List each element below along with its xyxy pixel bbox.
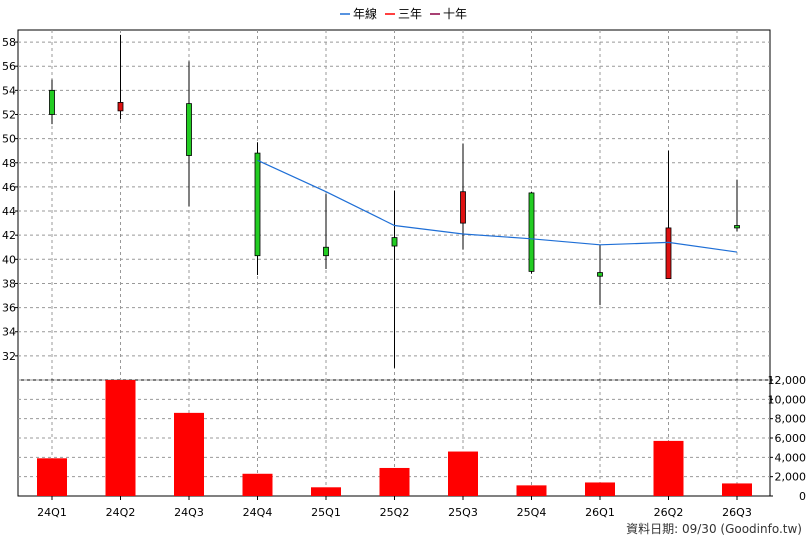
price-tick-label: 40 [2, 253, 16, 266]
x-tick-label: 24Q1 [37, 506, 67, 519]
candle-body [528, 192, 535, 272]
candle-body [49, 89, 55, 115]
price-tick-label: 52 [2, 108, 16, 121]
x-axis: 24Q1 24Q2 24Q3 24Q4 25Q1 25Q2 25Q3 25Q4 26Q1 26Q2… [37, 496, 752, 519]
year-line [257, 159, 738, 253]
legend-label-0: 年線 [353, 6, 377, 21]
price-tick-label: 50 [2, 133, 16, 146]
volume-tick-label: 2,000 [775, 471, 807, 484]
price-panel: 32 34 36 38 40 42 44 46 48 50 52 54 56 58 [2, 29, 771, 381]
x-tick-label: 26Q2 [654, 506, 684, 519]
volume-bar [311, 487, 341, 496]
volume-bar [585, 482, 615, 496]
price-tick-label: 46 [2, 181, 16, 194]
candle-body [117, 102, 124, 112]
chart-legend: 年線 三年 十年 [340, 6, 467, 21]
volume-tick-label: 4,000 [775, 451, 807, 464]
price-tick-label: 58 [2, 36, 16, 49]
price-tick-label: 56 [2, 60, 16, 73]
volume-bar [653, 440, 684, 496]
legend-label-1: 三年 [398, 7, 422, 21]
candle-body [391, 237, 398, 247]
volume-bar [722, 483, 752, 496]
x-tick-label: 26Q3 [722, 506, 752, 519]
x-tick-label: 24Q4 [243, 506, 273, 519]
volume-bar [242, 473, 273, 496]
footer-date: 資料日期: 09/30 (Goodinfo.tw) [626, 522, 802, 536]
volume-tick-label: 6,000 [775, 432, 807, 445]
volume-bar [448, 451, 478, 496]
volume-panel: 0 2,000 4,000 6,000 8,000 10,000 12,000 [17, 374, 807, 503]
candle-body [186, 103, 192, 156]
x-tick-label: 24Q3 [174, 506, 204, 519]
legend-label-2: 十年 [443, 7, 467, 21]
volume-bar [105, 380, 136, 496]
volume-tick-label: 8,000 [775, 413, 807, 426]
candle-body [734, 225, 740, 229]
price-tick-label: 32 [2, 350, 16, 363]
volume-bar [516, 485, 547, 496]
volume-tick-label: 10,000 [768, 393, 807, 406]
candle-body [254, 152, 261, 257]
x-tick-label: 26Q1 [585, 506, 615, 519]
volume-tick-label: 0 [799, 490, 806, 503]
price-tick-label: 36 [2, 302, 16, 315]
x-tick-label: 25Q4 [517, 506, 547, 519]
candle-body [597, 272, 603, 277]
volume-bar [37, 458, 67, 496]
candle-body [665, 227, 672, 280]
price-tick-label: 54 [2, 84, 16, 97]
volume-tick-label: 12,000 [768, 374, 807, 387]
price-tick-label: 38 [2, 277, 16, 290]
price-tick-label: 34 [2, 326, 16, 339]
candle-body [323, 246, 329, 257]
x-tick-label: 24Q2 [106, 506, 136, 519]
x-tick-label: 25Q1 [311, 506, 341, 519]
candle-body [460, 191, 466, 224]
x-tick-label: 25Q2 [380, 506, 410, 519]
volume-bar [379, 467, 410, 496]
volume-bar [174, 412, 204, 496]
price-tick-label: 48 [2, 157, 16, 170]
x-tick-label: 25Q3 [448, 506, 478, 519]
price-tick-label: 44 [2, 205, 16, 218]
price-tick-label: 42 [2, 229, 16, 242]
